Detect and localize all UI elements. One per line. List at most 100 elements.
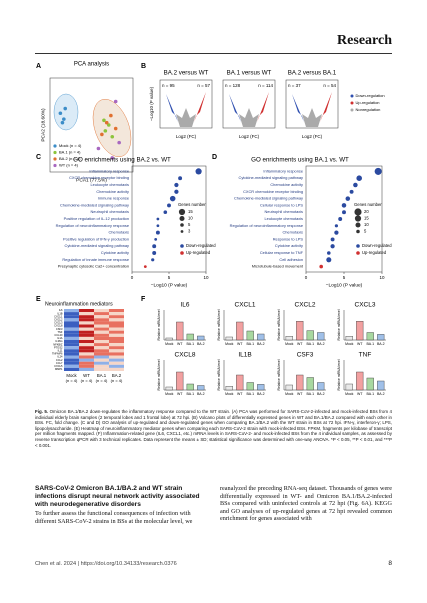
x-tick-label: BA.2 [197, 392, 205, 396]
plot-title: CXCL8 [175, 352, 196, 359]
heatmap-cell [94, 346, 109, 350]
pca-point [60, 120, 65, 125]
heatmap-cell [109, 324, 124, 328]
pca-point [100, 132, 104, 137]
go-term: Regulation of neuroinflammatory response [56, 223, 129, 228]
go-term: Microtubule-based movement [252, 264, 304, 269]
legend-swatch [53, 150, 57, 155]
go-term: CXCR chemokine receptor binding [69, 175, 129, 180]
bar [377, 334, 385, 341]
citation: Chen et al. 2024 | https://doi.org/10.34… [35, 561, 177, 567]
legend-label: Nonregulation [356, 107, 381, 112]
section-heading: SARS-CoV-2 Omicron BA.1/BA.2 and WT stra… [35, 485, 200, 508]
plot-title: PCA analysis [74, 62, 109, 68]
heatmap-cell [64, 355, 79, 359]
legend-swatch [53, 157, 57, 161]
pca-point [63, 106, 68, 111]
y-axis-label: Relative mRNA level [277, 359, 281, 390]
x-axis-label: −Log10 (P value) [326, 282, 363, 288]
row-label: CCL20 [54, 333, 63, 337]
go-term: Positive regulation of IL-12 production [64, 216, 129, 221]
heatmap-cell [94, 343, 109, 347]
size-swatch [354, 208, 362, 216]
x-tick-label: BA.2 [377, 342, 385, 346]
legend-swatch [53, 144, 57, 148]
bar [356, 321, 364, 341]
go-dot [334, 224, 338, 228]
heatmap-cell [79, 312, 94, 316]
legend-swatch [180, 244, 184, 248]
plot-title: GO enrichments using BA.2 vs. WT [73, 157, 171, 164]
go-dot [356, 175, 362, 181]
heatmap-cell [109, 361, 124, 365]
go-dot [167, 203, 171, 208]
x-tick-label: BA.1 [186, 392, 194, 396]
go-term: Response to LPS [273, 236, 304, 241]
plot-title: GO enrichments using BA.1 vs. WT [251, 157, 349, 164]
panel-label: A [36, 63, 41, 70]
go-dot [169, 195, 176, 202]
x-tick-label: Mock [345, 342, 354, 346]
plot-title: Neuroinflammation mediators [45, 301, 113, 307]
size-swatch [356, 229, 360, 234]
go-dot [374, 167, 382, 175]
legend-label: Down-regulated [362, 243, 392, 248]
legend-label: WT (n = 4) [59, 163, 79, 168]
heatmap-cell [79, 318, 94, 322]
x-tick-label: WT [237, 342, 243, 346]
legend-swatch [350, 101, 354, 105]
go-dot [156, 224, 160, 228]
pca-point [104, 120, 109, 125]
heatmap-cell [94, 355, 109, 359]
pca-point [58, 111, 63, 116]
plot-title: IL6 [180, 302, 189, 309]
heatmap-cell [94, 333, 109, 337]
x-tick-label: 0 [305, 275, 308, 280]
count-label: n = 57 [197, 83, 210, 88]
x-tick-label: Mock [285, 392, 294, 396]
y-axis-label: −Log10 (P value) [149, 86, 154, 121]
bar [197, 385, 205, 391]
count-label: n = 54 [323, 83, 336, 88]
heatmap-cell [79, 336, 94, 340]
count-label: n = 128 [225, 83, 241, 88]
go-term: CXCR chemokine receptor binding [243, 189, 303, 194]
heatmap-cell [64, 336, 79, 340]
y-axis-label: Relative mRNA level [157, 309, 161, 340]
heatmap-cell [94, 330, 109, 334]
volcano-cloud [257, 92, 269, 122]
plot-title: CXCL1 [235, 302, 256, 309]
heatmap-cell [94, 312, 109, 316]
x-tick-label: WT [237, 392, 243, 396]
y-axis-label: Relative mRNA level [337, 359, 341, 390]
plot-frame [285, 79, 339, 129]
row-label: PTGS2 [54, 345, 63, 349]
volcano-cloud [166, 94, 178, 122]
row-label: CCL7 [56, 361, 63, 365]
pca-point [62, 117, 66, 121]
panel-label: C [36, 154, 41, 161]
heatmap-cell [109, 315, 124, 319]
go-term: Immune response [98, 196, 129, 201]
row-label: CXCL5 [54, 364, 63, 368]
legend-label: 15 [364, 216, 369, 221]
go-term: Leukocyte chemotaxis [91, 182, 130, 187]
x-axis-label: PCA1 (77.5%) [76, 177, 107, 183]
bar [366, 332, 374, 341]
plot-title: BA.1 versus WT [227, 70, 272, 77]
legend-label: Mock (n = 4) [59, 143, 82, 148]
row-label: TNF [57, 330, 62, 334]
legend-label: 10 [188, 216, 193, 221]
go-dot [330, 244, 335, 249]
heatmap-cell [64, 315, 79, 319]
plot-title: IL1B [238, 352, 251, 359]
legend-swatch [356, 251, 360, 255]
legend-title: Genes number [178, 202, 206, 207]
heatmap-cell [94, 321, 109, 325]
panel-label: D [212, 154, 217, 161]
bar [356, 371, 364, 391]
go-dot [341, 203, 347, 208]
heatmap-cell [109, 358, 124, 362]
legend-label: 5 [364, 229, 367, 234]
legend-label: Down-regulated [186, 243, 216, 248]
